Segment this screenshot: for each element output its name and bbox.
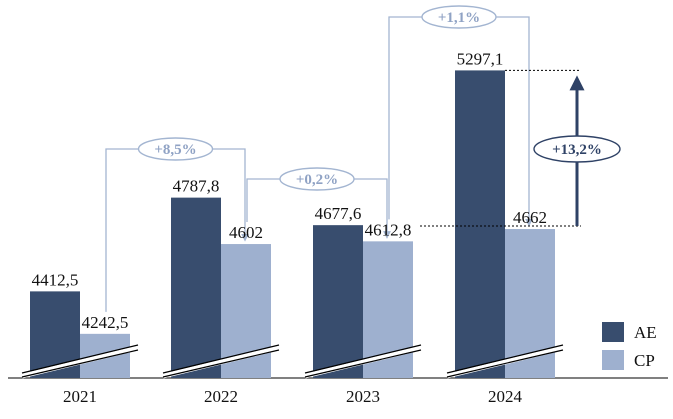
axis-break-gap-2022	[162, 345, 280, 379]
axis-break-line-2024	[446, 349, 564, 378]
axis-break-line-2022	[162, 349, 280, 378]
bar-ae-2023	[313, 225, 363, 378]
legend-swatch-cp	[602, 350, 624, 370]
legend: AE CP	[602, 322, 657, 370]
growth-label-3: +1,1%	[438, 10, 480, 26]
axis-break-line-2021	[21, 344, 139, 374]
value-label-ae-2022: 4787,8	[173, 177, 220, 196]
axis-break-gap-2024	[446, 345, 564, 379]
growth-badge-3	[421, 5, 497, 29]
bar-ae-2022	[171, 197, 221, 378]
value-label-cp-2024: 4662	[513, 208, 547, 227]
bars-layer	[8, 70, 668, 379]
legend-label-ae: AE	[634, 323, 657, 342]
axis-break-line-2022	[162, 344, 280, 374]
growth-label-2: +0,2%	[296, 172, 338, 188]
axis-break-line-2023	[304, 349, 422, 378]
bar-ae-2024	[455, 70, 505, 378]
x-tick-label-2021: 2021	[63, 387, 97, 406]
value-label-ae-2021: 4412,5	[32, 270, 79, 289]
axis-break-line-2021	[21, 349, 139, 378]
growth-badge-big	[533, 135, 621, 163]
x-tick-label-2022: 2022	[204, 387, 238, 406]
growth-badge-2	[279, 167, 355, 191]
growth-badge-1	[137, 137, 214, 161]
x-tick-label-2024: 2024	[488, 387, 523, 406]
legend-swatch-ae	[602, 322, 624, 342]
value-label-ae-2024: 5297,1	[457, 49, 504, 68]
value-label-cp-2023: 4612,8	[365, 220, 412, 239]
axis-break-line-2024	[446, 344, 564, 374]
x-tick-label-2023: 2023	[346, 387, 380, 406]
axis-break-gap-2023	[304, 345, 422, 379]
axis-break-gap-2021	[21, 345, 139, 379]
legend-label-cp: CP	[634, 351, 655, 370]
labels-layer: 4412,5 4242,5 2021 4787,8 4602 2022 4677,64612…	[32, 49, 547, 406]
annotations-layer: +8,5% +0,2% +1,1% +13,2%	[105, 5, 621, 312]
value-label-ae-2023: 4677,6	[315, 204, 362, 223]
axis-break-line-2023	[304, 344, 422, 374]
growth-label-big: +13,2%	[552, 142, 602, 158]
growth-label-1: +8,5%	[154, 142, 196, 158]
value-label-cp-2022: 4602	[229, 223, 263, 242]
value-label-cp-2021: 4242,5	[82, 313, 129, 332]
